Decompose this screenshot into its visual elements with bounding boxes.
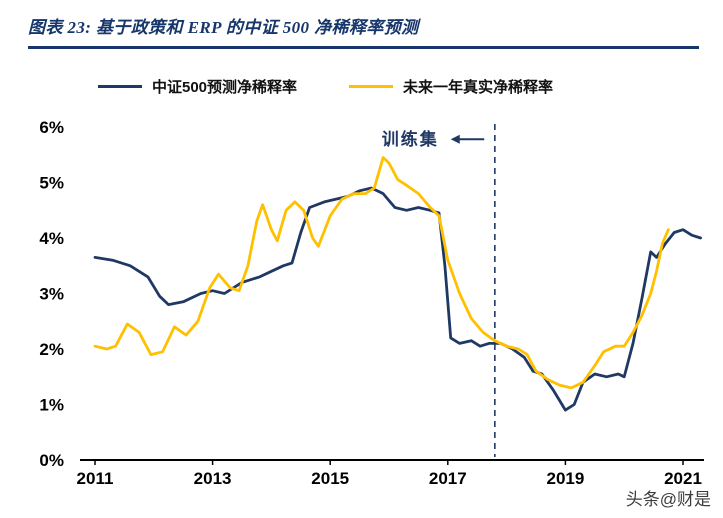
actual-line-swatch xyxy=(349,85,394,88)
x-tick-label: 2015 xyxy=(311,469,349,488)
y-tick-label: 6% xyxy=(39,118,64,137)
x-tick-label: 2011 xyxy=(77,469,114,488)
legend-item-actual: 未来一年真实净稀释率 xyxy=(349,76,553,97)
legend-label-actual: 未来一年真实净稀释率 xyxy=(403,79,554,96)
y-tick-label: 1% xyxy=(39,396,64,415)
y-tick-label: 4% xyxy=(39,229,64,248)
y-tick-label: 3% xyxy=(39,285,64,304)
x-tick-label: 2019 xyxy=(546,469,584,488)
x-tick-label: 2017 xyxy=(429,469,467,488)
y-tick-label: 2% xyxy=(39,340,64,359)
watermark: 头条@财是 xyxy=(625,490,711,509)
title-divider xyxy=(28,46,699,49)
legend-label-predicted: 中证500预测净稀释率 xyxy=(152,79,298,96)
annotation-arrow-head xyxy=(450,134,460,144)
chart-title: 图表 23: 基于政策和 ERP 的中证 500 净稀释率预测 xyxy=(28,18,419,37)
x-tick-label: 2013 xyxy=(194,469,232,488)
predicted-line-swatch xyxy=(98,85,142,88)
series-line-0 xyxy=(93,186,702,412)
legend-item-predicted: 中证500预测净稀释率 xyxy=(98,76,297,97)
chart-legend: 中证500预测净稀释率 未来一年真实净稀释率 xyxy=(98,76,553,97)
series-line-1 xyxy=(93,156,670,390)
y-tick-label: 0% xyxy=(39,451,64,470)
annotation-label: 训练集 xyxy=(382,129,439,149)
x-tick-label: 2021 xyxy=(664,469,702,488)
y-tick-label: 5% xyxy=(39,174,64,193)
